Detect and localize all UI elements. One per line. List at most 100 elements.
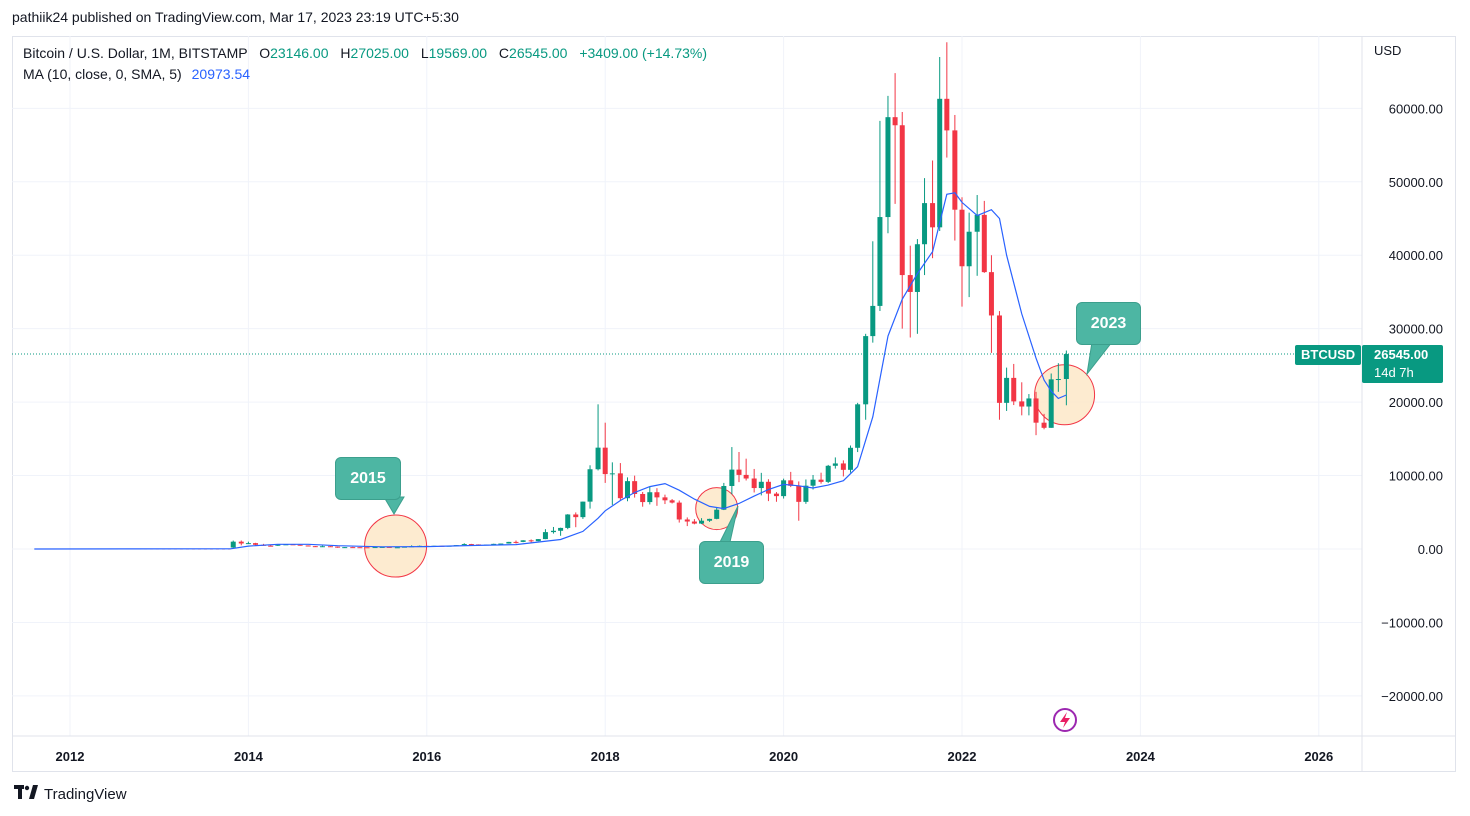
candle-body bbox=[959, 209, 965, 267]
candle bbox=[662, 494, 668, 505]
candle-body bbox=[386, 546, 392, 548]
candle-body bbox=[684, 519, 690, 522]
callout-2019: 2019 bbox=[699, 541, 764, 584]
candle-body bbox=[253, 543, 259, 545]
candle bbox=[877, 120, 883, 312]
candle bbox=[632, 475, 638, 498]
x-tick-label: 2022 bbox=[948, 749, 977, 764]
lightning-icon-bolt bbox=[1060, 712, 1070, 728]
candle-body bbox=[1011, 377, 1017, 402]
last-price-badge: 26545.00 14d 7h bbox=[1362, 345, 1443, 383]
candle-body bbox=[1019, 401, 1025, 407]
candle-body bbox=[335, 546, 341, 548]
candle bbox=[535, 539, 541, 542]
candle bbox=[1004, 367, 1010, 411]
candle-body bbox=[595, 447, 601, 470]
candle bbox=[550, 526, 556, 534]
candle bbox=[528, 539, 534, 543]
grid bbox=[12, 36, 1456, 772]
candle bbox=[832, 457, 838, 469]
candle-body bbox=[996, 315, 1002, 403]
candle-body bbox=[312, 546, 318, 548]
candle bbox=[312, 545, 318, 548]
candle-body bbox=[550, 530, 556, 533]
y-tick-label: −20000.00 bbox=[1381, 689, 1443, 704]
candle-body bbox=[513, 541, 519, 543]
publish-caption: pathiik24 published on TradingView.com, … bbox=[12, 9, 459, 25]
legend-open-label: O bbox=[259, 45, 271, 61]
legend-change: +3409.00 (+14.73%) bbox=[579, 45, 707, 61]
candle-body bbox=[506, 541, 512, 544]
lightning-icon[interactable] bbox=[1053, 708, 1077, 732]
candle bbox=[758, 472, 764, 496]
candle-body bbox=[699, 520, 705, 524]
candle bbox=[498, 543, 504, 545]
candle bbox=[803, 479, 809, 504]
candle-body bbox=[528, 540, 534, 542]
candle bbox=[729, 447, 735, 495]
legend-high: 27025.00 bbox=[350, 45, 409, 61]
candle-body bbox=[245, 543, 251, 545]
tradingview-logo[interactable]: TradingView bbox=[14, 785, 127, 803]
candle bbox=[892, 73, 898, 204]
legend-high-label: H bbox=[340, 45, 351, 61]
candle bbox=[647, 486, 653, 505]
candle-body bbox=[609, 473, 615, 475]
x-tick-label: 2014 bbox=[234, 749, 264, 764]
last-price-value: 26545.00 bbox=[1374, 347, 1429, 362]
candle bbox=[907, 245, 913, 338]
candle bbox=[327, 546, 333, 548]
candle-body bbox=[394, 547, 400, 549]
candle-body bbox=[981, 214, 987, 273]
candle bbox=[319, 545, 325, 548]
candle-body bbox=[1055, 379, 1061, 381]
candle bbox=[595, 404, 601, 471]
candle-body bbox=[922, 203, 928, 245]
tradingview-logo-text: TradingView bbox=[44, 785, 127, 803]
candle-body bbox=[379, 546, 385, 548]
candle bbox=[491, 543, 497, 545]
candle-body bbox=[230, 541, 236, 548]
legend-low: 19569.00 bbox=[428, 45, 488, 61]
candle bbox=[996, 311, 1002, 420]
candle bbox=[558, 527, 564, 536]
y-tick-label: −10000.00 bbox=[1381, 615, 1443, 630]
candle bbox=[587, 465, 593, 509]
candle-body bbox=[535, 539, 541, 542]
candle-body bbox=[721, 485, 727, 510]
candle bbox=[914, 239, 920, 334]
legend-symbol: Bitcoin / U.S. Dollar, 1M, BITSTAMP bbox=[23, 45, 248, 61]
candle-body bbox=[676, 502, 682, 520]
candle bbox=[506, 541, 512, 544]
candle-body bbox=[899, 125, 905, 276]
candle bbox=[699, 518, 705, 525]
candle-body bbox=[803, 485, 809, 502]
legend-ohlc: Bitcoin / U.S. Dollar, 1M, BITSTAMP O231… bbox=[23, 45, 707, 61]
candle bbox=[721, 482, 727, 511]
candle-body bbox=[461, 544, 467, 546]
candle-body bbox=[937, 98, 943, 228]
candle bbox=[870, 241, 876, 343]
callout-2019-label: 2019 bbox=[713, 554, 750, 571]
candle-body bbox=[1041, 422, 1047, 428]
candle-body bbox=[327, 546, 333, 548]
candle-body bbox=[558, 527, 564, 531]
ma-line bbox=[34, 192, 1067, 550]
candle-body bbox=[580, 501, 586, 518]
candle-body bbox=[810, 479, 816, 486]
candle bbox=[335, 546, 341, 548]
candle-body bbox=[840, 463, 846, 470]
price-chart[interactable]: −20000.00 −10000.00 0.00 10000.00 20000.00 30… bbox=[12, 36, 1456, 772]
legend-open: 23146.00 bbox=[270, 45, 329, 61]
candle-body bbox=[275, 544, 281, 546]
currency-label: USD bbox=[1374, 43, 1402, 58]
callout-2023-tail bbox=[1086, 341, 1114, 376]
candle bbox=[654, 488, 660, 506]
candle-body bbox=[1026, 398, 1032, 407]
moving-average bbox=[34, 192, 1067, 550]
candle-body bbox=[907, 275, 913, 292]
candle-body bbox=[930, 203, 936, 228]
x-tick-label: 2020 bbox=[769, 749, 798, 764]
candle bbox=[468, 543, 474, 546]
candle-body bbox=[587, 469, 593, 502]
